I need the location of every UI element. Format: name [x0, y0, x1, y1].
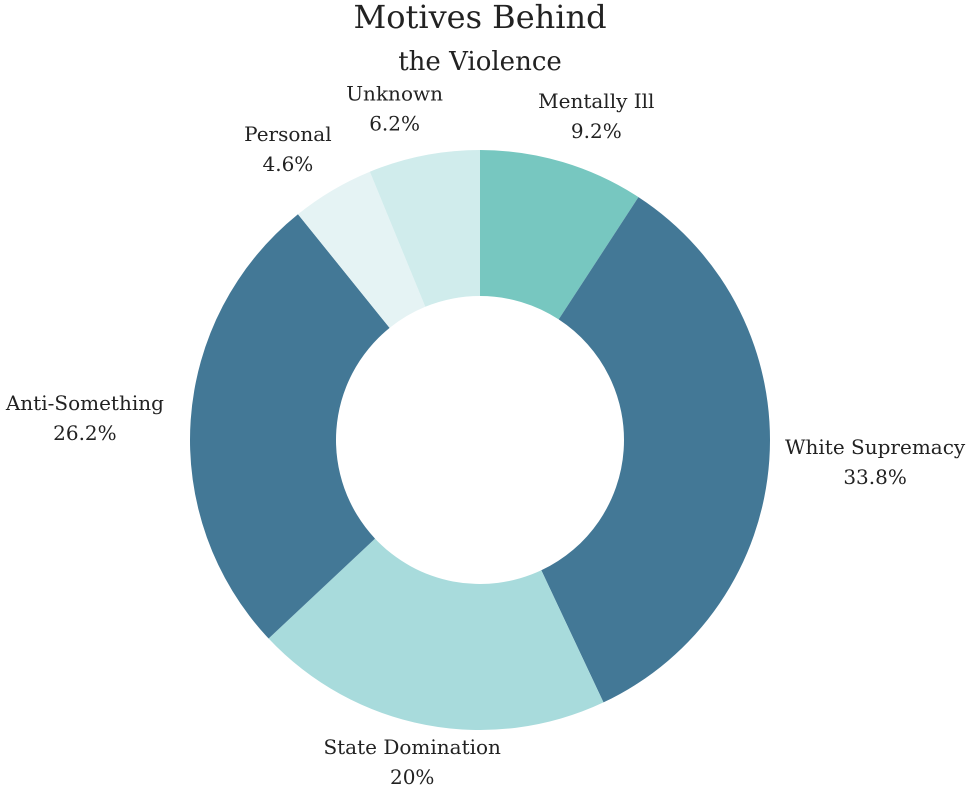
slice-label-state-domination: State Domination: [323, 735, 501, 759]
donut-labels: Mentally Ill 9.2% White Supremacy 33.8% Stat…: [5, 81, 966, 789]
slice-value-personal: 4.6%: [262, 152, 313, 176]
slice-mentally-ill: [480, 150, 639, 320]
slice-label-anti-something: Anti-Something: [5, 391, 164, 415]
slice-value-mentally-ill: 9.2%: [571, 119, 622, 143]
slice-unknown: [369, 150, 480, 307]
slice-state-domination: [268, 538, 604, 730]
slice-value-unknown: 6.2%: [369, 111, 420, 135]
donut-slices: [189, 150, 770, 730]
slice-personal: [297, 171, 426, 328]
slice-label-unknown: Unknown: [346, 81, 443, 105]
slice-value-white-supremacy: 33.8%: [843, 465, 907, 489]
slice-label-personal: Personal: [244, 122, 331, 146]
slice-white-supremacy: [541, 197, 770, 703]
chart-subtitle: the Violence: [398, 47, 562, 77]
slice-value-state-domination: 20%: [390, 765, 434, 789]
slice-label-mentally-ill: Mentally Ill: [538, 89, 654, 113]
slice-label-white-supremacy: White Supremacy: [785, 435, 966, 459]
slice-anti-something: [189, 214, 390, 639]
chart-title: Motives Behind: [353, 0, 606, 36]
slice-value-anti-something: 26.2%: [53, 421, 117, 445]
